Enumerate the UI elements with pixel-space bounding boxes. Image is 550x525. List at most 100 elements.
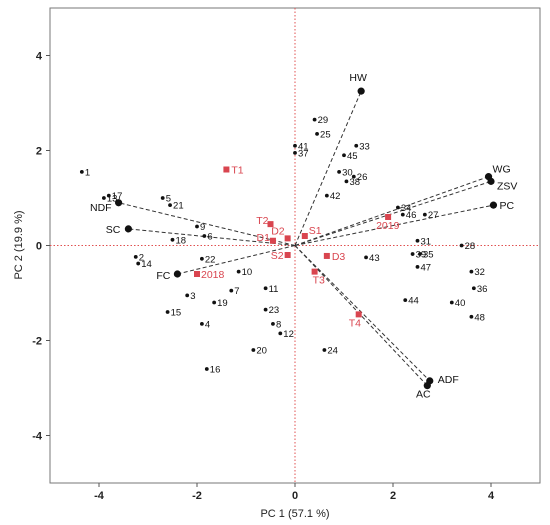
- observation-label-6: 6: [207, 232, 212, 243]
- loading-marker-pc: [489, 201, 498, 209]
- observation-point-7: [229, 288, 234, 293]
- observation-label-12: 12: [283, 329, 294, 340]
- observation-point-22: [200, 256, 204, 261]
- observation-label-4: 4: [205, 319, 210, 330]
- factor-label-t3: T3: [313, 275, 325, 287]
- observation-point-17: [106, 193, 111, 198]
- observation-label-29: 29: [318, 115, 329, 126]
- observation-point-24: [322, 348, 327, 352]
- observation-label-2: 2: [139, 252, 144, 263]
- loading-line-hw: [294, 90, 362, 246]
- observation-point-38: [344, 179, 349, 184]
- observation-point-33: [354, 143, 359, 148]
- observation-point-30: [337, 169, 341, 174]
- loadings-layer: HW WG ZSV PC NDF SC FC ADF AC: [90, 72, 517, 401]
- loading-line-pc: [294, 204, 494, 246]
- observation-point-41: [293, 143, 297, 148]
- observation-point-25: [315, 131, 319, 136]
- observation-point-16: [204, 367, 209, 371]
- loading-marker-zsv: [487, 177, 495, 185]
- observation-point-4: [200, 321, 204, 326]
- observation-point-1: [79, 169, 84, 174]
- loading-label-zsv: ZSV: [497, 180, 517, 192]
- observation-point-31: [415, 238, 420, 243]
- observation-label-10: 10: [242, 267, 253, 278]
- factor-marker-t3: [311, 268, 318, 275]
- factor-label-2019: 2019: [376, 220, 400, 232]
- loading-line-adf: [294, 245, 431, 382]
- observation-label-19: 19: [217, 298, 228, 309]
- observation-label-31: 31: [421, 236, 432, 247]
- observation-label-30: 30: [342, 167, 353, 178]
- observation-point-47: [415, 264, 420, 269]
- observation-label-48: 48: [474, 312, 485, 323]
- observation-label-13: 13: [107, 194, 118, 205]
- loading-label-ac: AC: [416, 389, 431, 401]
- observation-point-37: [293, 150, 297, 155]
- observation-label-46: 46: [406, 210, 417, 221]
- observation-point-45: [342, 153, 346, 158]
- observation-point-35: [418, 252, 422, 256]
- observation-label-24: 24: [327, 346, 338, 357]
- observation-label-8: 8: [276, 319, 281, 330]
- x-tick-label: 2: [390, 490, 396, 502]
- observation-label-28: 28: [465, 241, 476, 252]
- factor-marker-2018: [194, 271, 200, 277]
- observation-point-14: [136, 261, 141, 266]
- observation-point-46: [400, 212, 405, 217]
- observation-label-42: 42: [330, 191, 341, 202]
- observation-label-35: 35: [423, 250, 434, 261]
- observation-label-18: 18: [176, 235, 187, 246]
- observation-label-17: 17: [112, 191, 123, 202]
- factor-marker-t2: [267, 221, 274, 228]
- factor-label-d3: D3: [332, 251, 346, 263]
- loading-marker-sc: [124, 225, 132, 233]
- factor-label-d1: D1: [257, 232, 271, 244]
- observation-label-5: 5: [166, 194, 171, 205]
- loading-marker-ndf: [115, 199, 123, 207]
- loading-label-sc: SC: [106, 224, 121, 236]
- observation-point-34: [396, 205, 400, 210]
- factor-marker-d2: [284, 235, 291, 242]
- observation-point-42: [324, 193, 329, 198]
- observation-label-7: 7: [234, 286, 239, 297]
- factor-marker-t4: [355, 311, 362, 318]
- y-axis-title: PC 2 (19.9 %): [13, 210, 25, 279]
- observation-label-27: 27: [428, 210, 439, 221]
- factor-label-t1: T1: [231, 165, 243, 177]
- x-tick-label: 0: [292, 490, 298, 502]
- loading-label-fc: FC: [156, 270, 170, 282]
- observation-label-16: 16: [210, 365, 221, 376]
- factor-label-s1: S1: [309, 225, 322, 237]
- loading-line-zsv: [294, 180, 492, 246]
- observation-point-44: [403, 298, 408, 303]
- observation-point-9: [195, 224, 199, 229]
- loading-line-fc: [177, 245, 296, 275]
- observation-point-23: [263, 307, 268, 312]
- observation-label-44: 44: [408, 296, 419, 307]
- x-axis-title: PC 1 (57.1 %): [260, 508, 329, 520]
- y-tick-label: 0: [36, 241, 42, 253]
- observation-point-43: [364, 255, 368, 260]
- factor-marker-s2: [284, 252, 291, 258]
- observation-point-13: [102, 196, 106, 200]
- factor-label-s2: S2: [271, 250, 284, 262]
- loading-marker-hw: [357, 87, 365, 95]
- x-tick-label: -2: [192, 490, 202, 502]
- observation-point-2: [133, 255, 138, 259]
- observation-label-20: 20: [256, 346, 267, 357]
- observation-point-48: [469, 314, 474, 319]
- observation-label-3: 3: [190, 291, 195, 302]
- loading-label-ndf: NDF: [90, 202, 112, 214]
- loading-line-sc: [128, 228, 296, 246]
- factor-label-2018: 2018: [201, 269, 225, 281]
- observation-point-12: [278, 331, 283, 336]
- observation-label-45: 45: [347, 151, 358, 162]
- y-tick-label: -4: [32, 431, 43, 443]
- x-tick-label: 4: [488, 490, 495, 502]
- x-tick-label: -4: [94, 490, 105, 502]
- loading-marker-ac: [423, 382, 431, 390]
- observation-label-41: 41: [298, 141, 309, 152]
